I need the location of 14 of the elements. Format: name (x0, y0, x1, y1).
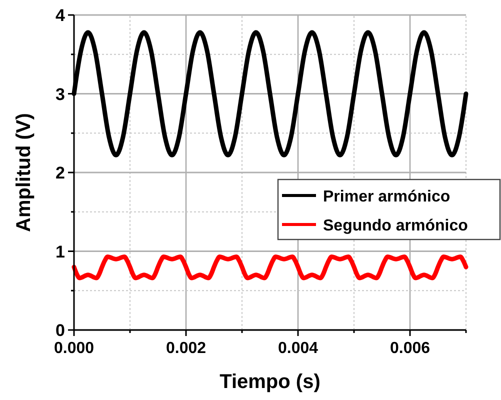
y-tick-label: 2 (56, 164, 65, 182)
x-tick-label: 0.004 (278, 340, 318, 357)
y-tick-label: 0 (56, 321, 65, 340)
legend-label: Primer armónico (323, 188, 450, 206)
x-tick-label: 0.006 (390, 340, 430, 357)
y-tick-label: 4 (56, 6, 66, 25)
legend-label: Segundo armónico (323, 218, 468, 234)
x-axis-title: Tiempo (s) (220, 371, 320, 393)
line-series (72, 254, 468, 280)
y-tick-label: 3 (56, 84, 65, 104)
x-tick-label: 0.000 (54, 340, 94, 357)
y-axis-title: Amplitud (V) (13, 113, 35, 232)
y-tick-label: 1 (56, 242, 65, 262)
x-tick-label: 0.002 (166, 340, 206, 357)
